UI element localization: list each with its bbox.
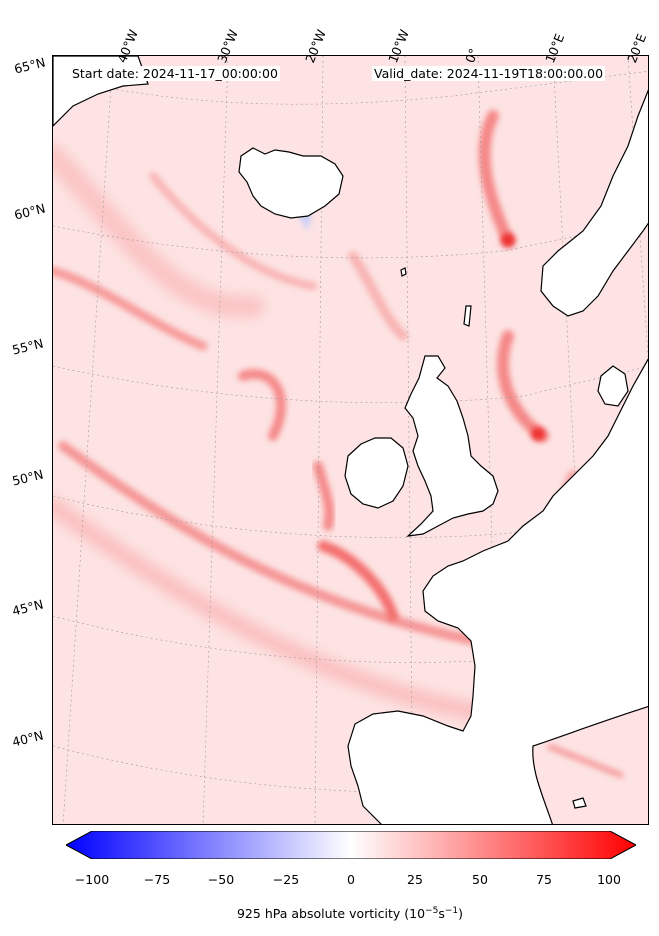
colorbar [66, 831, 636, 859]
faroe-islands [400, 267, 407, 277]
cbar-tick-neg25: −25 [272, 872, 300, 887]
balearic-islands [572, 797, 587, 809]
map-panel [52, 55, 649, 825]
lat-label-65n: 65°N [12, 54, 47, 77]
vorticity-max-north-sea [501, 233, 515, 247]
iceland [238, 147, 344, 219]
colorbar-gradient [66, 831, 636, 859]
cbar-tick-25: 25 [407, 872, 423, 887]
mediterranean-streak [546, 743, 625, 779]
cbar-tick-neg50: −50 [207, 872, 235, 887]
cbar-tick-75: 75 [536, 872, 552, 887]
lat-label-40n: 40°N [10, 727, 45, 750]
great-britain [404, 355, 499, 537]
colorbar-label: 925 hPa absolute vorticity (10−5s−1) [236, 906, 463, 922]
lat-label-45n: 45°N [10, 596, 45, 619]
lat-label-55n: 55°N [10, 335, 45, 358]
denmark [597, 365, 629, 407]
cbar-tick-neg100: −100 [74, 872, 110, 887]
cbar-tick-100: 100 [597, 872, 621, 887]
lat-label-60n: 60°N [12, 200, 47, 223]
graticule [53, 56, 648, 824]
cbar-tick-neg75: −75 [143, 872, 171, 887]
lat-label-50n: 50°N [10, 466, 45, 489]
vorticity-max-channel [531, 427, 545, 441]
valid-date-text: Valid_date: 2024-11-19T18:00:00.00 [372, 66, 606, 81]
scandinavia [540, 89, 648, 317]
cbar-tick-50: 50 [472, 872, 488, 887]
cbar-tick-0: 0 [347, 872, 355, 887]
vorticity-map [53, 56, 648, 824]
continental-europe [347, 358, 648, 824]
start-date-text: Start date: 2024-11-17_00:00:00 [70, 66, 280, 81]
shetland [463, 305, 472, 327]
ireland [344, 437, 409, 509]
